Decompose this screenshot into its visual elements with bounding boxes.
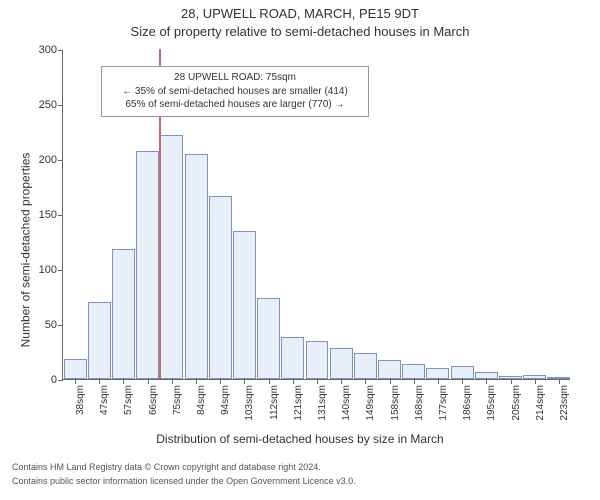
plot-area: 05010015020025030038sqm47sqm57sqm66sqm75… [62,50,570,380]
annotation-line2: ← 35% of semi-detached houses are smalle… [110,85,360,99]
y-tick-mark [58,50,63,51]
chart-title-line2: Size of property relative to semi-detach… [0,24,600,39]
x-tick-label: 47sqm [99,385,110,415]
histogram-bar [281,337,304,379]
y-tick-mark [58,325,63,326]
x-tick-mark [365,379,366,384]
x-tick-label: 223sqm [559,385,570,421]
x-tick-mark [462,379,463,384]
x-tick-label: 149sqm [365,385,376,421]
x-tick-mark [293,379,294,384]
x-tick-label: 205sqm [511,385,522,421]
x-tick-mark [269,379,270,384]
y-axis-label-wrap: Number of semi-detached properties [10,0,28,500]
x-tick-label: 94sqm [220,385,231,415]
x-tick-mark [196,379,197,384]
x-tick-mark [390,379,391,384]
histogram-bar [136,151,159,379]
x-tick-label: 103sqm [244,385,255,421]
y-tick-mark [58,380,63,381]
x-tick-label: 131sqm [317,385,328,421]
y-tick-label: 50 [45,319,57,331]
y-axis-label: Number of semi-detached properties [19,153,33,348]
x-tick-label: 84sqm [196,385,207,415]
x-tick-mark [244,379,245,384]
histogram-bar [209,196,232,379]
x-tick-label: 57sqm [123,385,134,415]
x-axis-label: Distribution of semi-detached houses by … [0,432,600,446]
x-tick-mark [317,379,318,384]
y-tick-label: 100 [39,264,57,276]
x-tick-mark [535,379,536,384]
chart-title-line1: 28, UPWELL ROAD, MARCH, PE15 9DT [0,6,600,21]
histogram-bar [475,372,498,379]
y-tick-label: 300 [39,44,57,56]
annotation-line3: 65% of semi-detached houses are larger (… [110,98,360,112]
x-tick-label: 158sqm [390,385,401,421]
x-tick-mark [123,379,124,384]
x-tick-label: 140sqm [341,385,352,421]
histogram-bar [402,364,425,379]
x-tick-label: 38sqm [75,385,86,415]
histogram-bar [64,359,87,379]
x-tick-label: 214sqm [535,385,546,421]
x-tick-label: 177sqm [438,385,449,421]
x-tick-mark [414,379,415,384]
x-tick-label: 75sqm [172,385,183,415]
histogram-bar [426,368,449,379]
x-tick-label: 121sqm [293,385,304,421]
annotation-line1: 28 UPWELL ROAD: 75sqm [110,71,360,85]
x-tick-label: 195sqm [486,385,497,421]
y-tick-mark [58,105,63,106]
histogram-bar [185,154,208,380]
x-tick-mark [438,379,439,384]
footer-line1: Contains HM Land Registry data © Crown c… [12,462,321,472]
histogram-bar [257,298,280,379]
footer-line2: Contains public sector information licen… [12,476,356,486]
x-tick-label: 186sqm [462,385,473,421]
histogram-bar [330,348,353,379]
y-tick-mark [58,160,63,161]
x-tick-mark [220,379,221,384]
histogram-bar [354,353,377,379]
histogram-bar [306,341,329,380]
x-tick-mark [559,379,560,384]
y-tick-label: 250 [39,99,57,111]
histogram-bar [233,231,256,380]
x-tick-label: 66sqm [148,385,159,415]
y-tick-label: 150 [39,209,57,221]
histogram-bar [378,360,401,379]
x-tick-mark [75,379,76,384]
x-tick-mark [99,379,100,384]
x-tick-mark [486,379,487,384]
x-tick-mark [341,379,342,384]
x-tick-mark [172,379,173,384]
y-tick-label: 200 [39,154,57,166]
y-tick-mark [58,270,63,271]
histogram-bar [112,249,135,379]
histogram-bar [88,302,111,379]
y-tick-label: 0 [51,374,57,386]
x-tick-mark [511,379,512,384]
y-tick-mark [58,215,63,216]
histogram-bar [160,135,183,379]
chart-frame: 28, UPWELL ROAD, MARCH, PE15 9DT Size of… [0,0,600,500]
histogram-bar [451,366,474,379]
x-tick-mark [148,379,149,384]
x-tick-label: 168sqm [414,385,425,421]
annotation-box: 28 UPWELL ROAD: 75sqm← 35% of semi-detac… [101,66,369,117]
x-tick-label: 112sqm [269,385,280,420]
